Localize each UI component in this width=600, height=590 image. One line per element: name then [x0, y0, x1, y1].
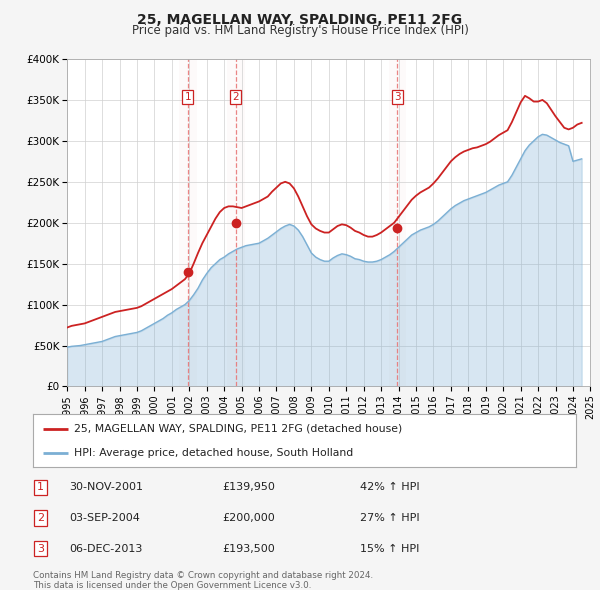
Text: Price paid vs. HM Land Registry's House Price Index (HPI): Price paid vs. HM Land Registry's House … — [131, 24, 469, 37]
Text: 1: 1 — [185, 91, 191, 101]
Bar — [179, 59, 197, 386]
Text: 15% ↑ HPI: 15% ↑ HPI — [360, 544, 419, 553]
Text: 1: 1 — [37, 483, 44, 492]
Text: This data is licensed under the Open Government Licence v3.0.: This data is licensed under the Open Gov… — [33, 581, 311, 589]
Text: 2: 2 — [233, 91, 239, 101]
Text: 3: 3 — [37, 544, 44, 553]
Text: 25, MAGELLAN WAY, SPALDING, PE11 2FG (detached house): 25, MAGELLAN WAY, SPALDING, PE11 2FG (de… — [74, 424, 402, 434]
Text: 27% ↑ HPI: 27% ↑ HPI — [360, 513, 419, 523]
Text: HPI: Average price, detached house, South Holland: HPI: Average price, detached house, Sout… — [74, 448, 353, 458]
Text: 03-SEP-2004: 03-SEP-2004 — [69, 513, 140, 523]
Text: £193,500: £193,500 — [222, 544, 275, 553]
Text: Contains HM Land Registry data © Crown copyright and database right 2024.: Contains HM Land Registry data © Crown c… — [33, 571, 373, 580]
Text: £200,000: £200,000 — [222, 513, 275, 523]
Text: £139,950: £139,950 — [222, 483, 275, 492]
Text: 30-NOV-2001: 30-NOV-2001 — [69, 483, 143, 492]
Text: 25, MAGELLAN WAY, SPALDING, PE11 2FG: 25, MAGELLAN WAY, SPALDING, PE11 2FG — [137, 13, 463, 27]
Bar — [227, 59, 245, 386]
Text: 3: 3 — [394, 91, 401, 101]
Text: 42% ↑ HPI: 42% ↑ HPI — [360, 483, 419, 492]
Text: 2: 2 — [37, 513, 44, 523]
Text: 06-DEC-2013: 06-DEC-2013 — [69, 544, 142, 553]
Bar — [389, 59, 406, 386]
